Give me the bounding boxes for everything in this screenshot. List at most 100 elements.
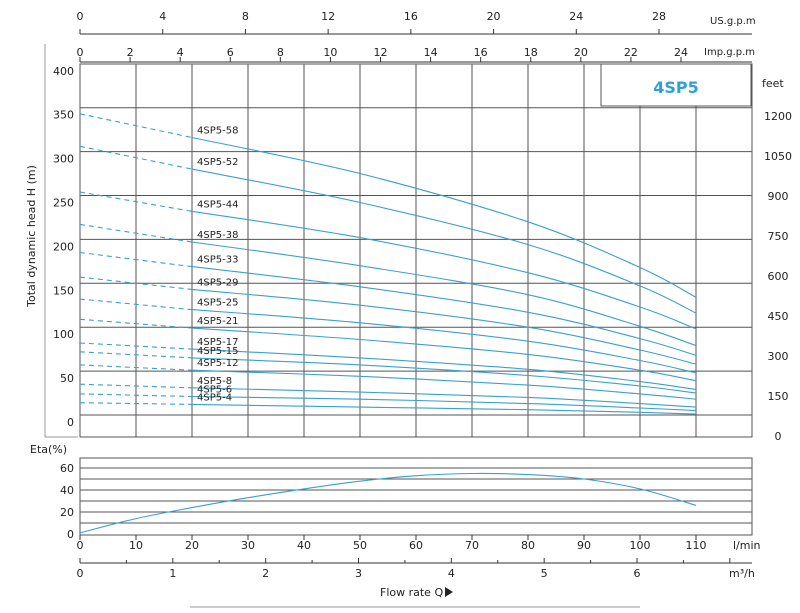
eta-tick-label: 40	[60, 484, 74, 497]
head-curve-4sp5-4	[191, 403, 697, 415]
curve-label: 4SP5-8	[197, 376, 232, 387]
curve-label: 4SP5-17	[197, 337, 238, 348]
feet-tick-label: 900	[768, 190, 789, 203]
lmin-tick-label: 10	[129, 539, 143, 552]
lmin-tick-label: 0	[77, 539, 84, 552]
lmin-tick-label: 50	[353, 539, 367, 552]
lmin-tick-label: 100	[630, 539, 651, 552]
curve-label: 4SP5-52	[197, 157, 238, 168]
imp-gpm-tick-label: 8	[277, 46, 284, 59]
imp-gpm-tick-label: 18	[524, 46, 538, 59]
head-curve-4sp5-12	[191, 369, 697, 400]
head-curve-4sp5-44	[191, 210, 697, 330]
feet-tick-label: 450	[768, 310, 789, 323]
imp-gpm-tick-label: 22	[624, 46, 638, 59]
head-tick-label: 200	[53, 240, 74, 253]
feet-tick-label: 300	[768, 350, 789, 363]
m3h-tick-label: 1	[169, 567, 176, 580]
us-gpm-tick-label: 20	[487, 10, 501, 23]
head-curve-dashed	[79, 191, 193, 212]
m3h-tick-label: 5	[541, 567, 548, 580]
curve-label: 4SP5-44	[197, 199, 238, 210]
head-tick-label: 100	[53, 328, 74, 341]
feet-axis-title: feet	[762, 77, 784, 90]
head-curve-dashed	[79, 251, 193, 268]
imp-gpm-tick-label: 10	[323, 46, 337, 59]
curve-label: 4SP5-15	[197, 346, 238, 357]
head-curve-dashed	[79, 402, 193, 405]
imp-gpm-tick-label: 16	[474, 46, 488, 59]
flow-rate-title: Flow rate Q	[380, 586, 443, 599]
imp-gpm-tick-label: 20	[574, 46, 588, 59]
head-tick-label: 250	[53, 197, 74, 210]
head-tick-label: 150	[53, 284, 74, 297]
head-curve-4sp5-21	[191, 327, 697, 382]
lmin-tick-label: 110	[686, 539, 707, 552]
head-curve-dashed	[79, 364, 193, 371]
head-curve-4sp5-8	[191, 387, 697, 408]
curve-label: 4SP5-58	[197, 126, 238, 137]
m3h-tick-label: 0	[77, 567, 84, 580]
eta-axis-title: Eta(%)	[30, 443, 67, 456]
head-curve-4sp5-17	[191, 348, 697, 391]
imp-gpm-tick-label: 2	[127, 46, 134, 59]
us-gpm-tick-label: 16	[404, 10, 418, 23]
feet-tick-label: 1200	[764, 110, 792, 123]
m3h-tick-label: 4	[448, 567, 455, 580]
head-curve-dashed	[79, 276, 193, 290]
lmin-tick-label: 90	[577, 539, 591, 552]
curve-label: 4SP5-21	[197, 316, 238, 327]
feet-tick-label: 600	[768, 270, 789, 283]
us-gpm-tick-label: 4	[159, 10, 166, 23]
us-gpm-axis-title: US.g.p.m	[710, 16, 756, 27]
lmin-tick-label: 30	[241, 539, 255, 552]
us-gpm-tick-label: 8	[242, 10, 249, 23]
us-gpm-tick-label: 0	[77, 10, 84, 23]
imp-gpm-axis-title: Imp.g.p.m	[704, 47, 755, 58]
eta-tick-label: 20	[60, 506, 74, 519]
eta-tick-label: 60	[60, 462, 74, 475]
lmin-tick-label: 40	[297, 539, 311, 552]
lmin-tick-label: 60	[409, 539, 423, 552]
head-curve-4sp5-38	[191, 241, 697, 347]
model-box	[600, 63, 752, 107]
us-gpm-tick-label: 28	[652, 10, 666, 23]
head-curve-dashed	[79, 145, 193, 170]
head-curve-4sp5-52	[191, 168, 697, 314]
feet-tick-label: 1050	[764, 150, 792, 163]
head-tick-label: 50	[60, 372, 74, 385]
imp-gpm-tick-label: 0	[77, 46, 84, 59]
curve-layer	[79, 113, 697, 534]
us-gpm-tick-label: 12	[321, 10, 335, 23]
imp-gpm-tick-label: 24	[674, 46, 688, 59]
head-axis-title: Total dynamic head H (m)	[25, 165, 38, 308]
head-tick-label: 300	[53, 153, 74, 166]
head-curve-dashed	[79, 393, 193, 398]
head-curve-4sp5-33	[191, 266, 697, 356]
label-layer: 4SP5-58 4SP5-52 4SP5-44 4SP5-38 4SP5-33 4SP5-…	[197, 126, 238, 404]
head-curve-4sp5-29	[191, 288, 697, 365]
grid-layer	[79, 63, 753, 536]
imp-gpm-tick-label: 6	[227, 46, 234, 59]
curve-label: 4SP5-33	[197, 255, 238, 266]
curve-label: 4SP5-4	[197, 392, 232, 403]
head-curve-dashed	[79, 298, 193, 311]
head-curve-dashed	[79, 383, 193, 389]
head-curve-4sp5-6	[191, 395, 697, 412]
head-tick-label: 400	[53, 65, 74, 78]
feet-tick-label: 750	[768, 230, 789, 243]
head-curve-dashed	[79, 113, 193, 139]
head-curve-4sp5-15	[191, 357, 697, 394]
curve-label: 4SP5-25	[197, 298, 238, 309]
play-arrow-icon	[445, 587, 453, 597]
lmin-tick-label: 80	[521, 539, 535, 552]
eta-tick-label: 0	[67, 528, 74, 541]
head-curve-dashed	[79, 223, 193, 243]
m3h-tick-label: 2	[262, 567, 269, 580]
lmin-tick-label: 70	[465, 539, 479, 552]
imp-gpm-tick-label: 14	[424, 46, 438, 59]
m3h-tick-label: 6	[634, 567, 641, 580]
curve-label: 4SP5-6	[197, 385, 232, 396]
lmin-axis-title: l/min	[733, 539, 761, 552]
axis-layer: 0501001502002503003504000150300450600750…	[44, 10, 792, 608]
